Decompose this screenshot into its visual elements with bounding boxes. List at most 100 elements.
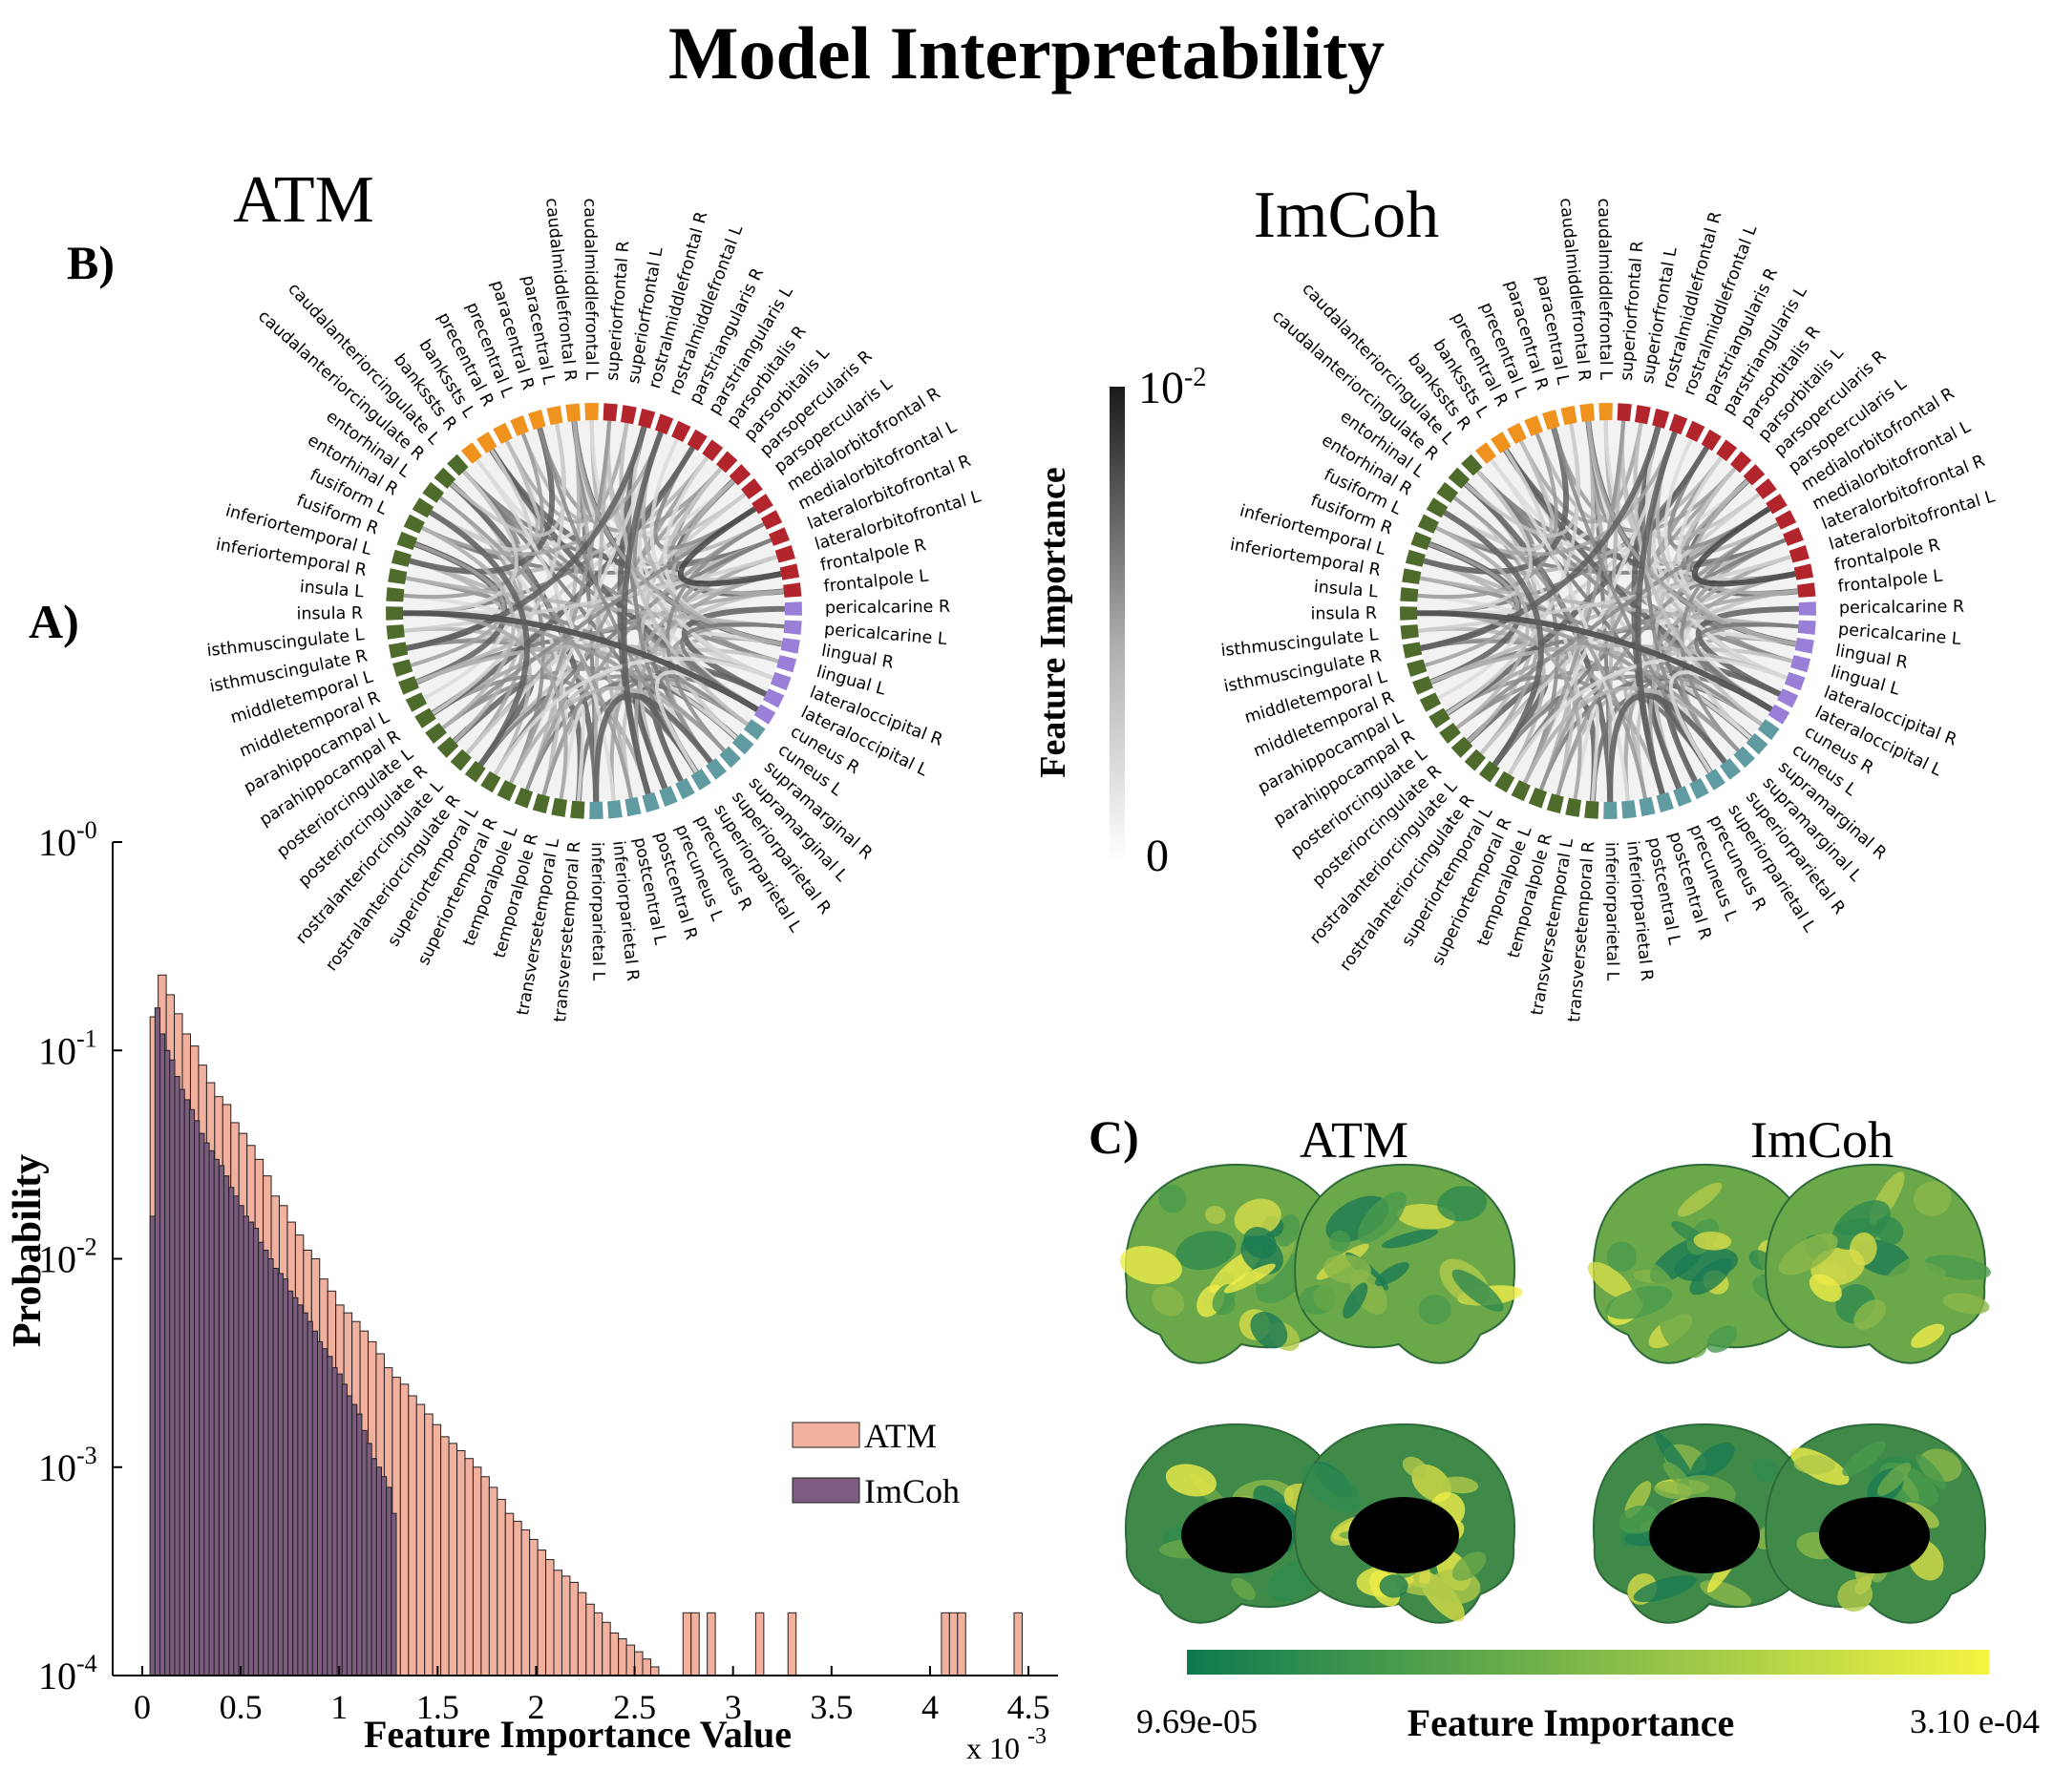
brain-patch [1587,1261,1633,1299]
y-tick-base: 10 [38,1029,76,1072]
brain-colorbar-min: 9.69e-05 [1136,1702,1258,1740]
brain-patch [1119,1246,1182,1285]
brain-patch [1914,1181,1952,1216]
hist-bar-imcoh [292,1297,299,1676]
hist-bar-imcoh [208,1149,215,1676]
chord-link [1552,427,1737,533]
brain-patch [1915,1454,1946,1490]
chord-segment [1755,478,1777,500]
chord-segment [1546,793,1564,814]
chord-segment [1475,442,1497,464]
y-tick-base: 10 [38,1655,76,1697]
hist-bar-atm [577,1592,587,1676]
hist-bar-atm [1013,1612,1023,1676]
chord-segment [388,568,408,585]
chord-link [1691,506,1796,587]
region-label: pericalcarine R [825,598,950,618]
chord-segment [1719,758,1741,780]
chord-segment [719,746,741,769]
chord-segment [414,707,436,728]
chord-segment [388,642,409,659]
chord-segment [436,736,459,758]
brain-patch [1418,1295,1451,1325]
brain-patch [1655,1432,1697,1489]
chord-segment [1507,422,1527,445]
chord-link [1519,422,1643,524]
chord-segment [570,800,585,819]
hist-bar-atm [941,1612,950,1676]
brain-patch [1875,1216,1904,1245]
y-tick-base: 10 [38,1446,76,1489]
region-label: caudalmiddlefrontal L [580,198,601,380]
chord-segment [1511,780,1531,802]
chord-segment [776,655,797,673]
chord-link [1607,692,1727,803]
hist-bar-atm [609,1632,620,1676]
chord-segment [589,801,603,819]
chord-segment [1426,497,1449,518]
chord-segment [551,797,568,817]
hist-bar-imcoh [169,1059,176,1676]
hist-bar-atm [593,1612,603,1676]
hist-bar-atm [948,1612,959,1676]
hist-bar-imcoh [277,1273,284,1676]
hist-bar-imcoh [164,1049,171,1676]
chord-link [429,510,530,767]
brain-patch [1401,1583,1444,1596]
brain-patch [1158,1184,1187,1213]
x-tick-label: 3.5 [810,1688,853,1726]
brain-patch [1898,1473,1919,1503]
chord-segment [493,422,513,445]
hist-bar-atm [529,1538,539,1676]
chord-segment [1767,704,1790,725]
chord-segment [1402,568,1422,585]
brain-patch [1323,1254,1371,1284]
chord-segment [1634,405,1651,425]
chord-segment [779,563,800,580]
chord-segment [422,481,445,503]
brain-patch [1606,1241,1637,1273]
hist-bar-atm [415,1403,426,1676]
chord-segment [1797,620,1816,635]
chord-link [1446,589,1799,715]
chord-link [1573,704,1599,802]
region-label: insula L [1313,578,1379,601]
chord-segment [1417,514,1439,534]
hist-bar-imcoh [391,1512,397,1676]
chord-segment [1598,403,1613,421]
chord-segment [1461,453,1483,476]
hist-bar-imcoh [267,1258,274,1676]
chord-segment [1730,451,1752,474]
hist-bar-imcoh [307,1320,313,1676]
chord-segment [398,676,419,695]
chord-segment [1439,722,1461,744]
hist-bar-atm [682,1612,692,1676]
chord-segment [1542,410,1560,431]
brain-ventricle [1181,1497,1292,1573]
y-tick-label: 10-3 [38,1442,97,1489]
hist-bar-imcoh [331,1367,338,1676]
chord-link [619,422,750,727]
hist-bar-imcoh [302,1312,308,1676]
chord-segment [461,442,483,464]
chord-segment [1405,549,1426,567]
hist-bar-imcoh [327,1356,333,1676]
brain-patch [1752,1458,1779,1483]
hist-bar-atm [754,1612,765,1676]
x-tick-label: 0.5 [220,1688,263,1726]
brain-ventricle [1649,1497,1760,1573]
chord-link [1417,432,1558,599]
chord-segment [1746,733,1768,755]
chord-link [415,538,773,685]
brain-patch [1911,1323,1945,1348]
x-multiplier: x 10 -3 [966,1724,1047,1765]
chord-link [1696,605,1800,697]
hist-bar-atm [399,1383,410,1676]
hist-bar-atm [787,1612,797,1676]
chord-link [406,426,647,651]
chord-segment [620,405,637,425]
chord-link [493,656,773,776]
hist-bar-atm [424,1413,434,1676]
brain-patch [1223,1263,1276,1294]
